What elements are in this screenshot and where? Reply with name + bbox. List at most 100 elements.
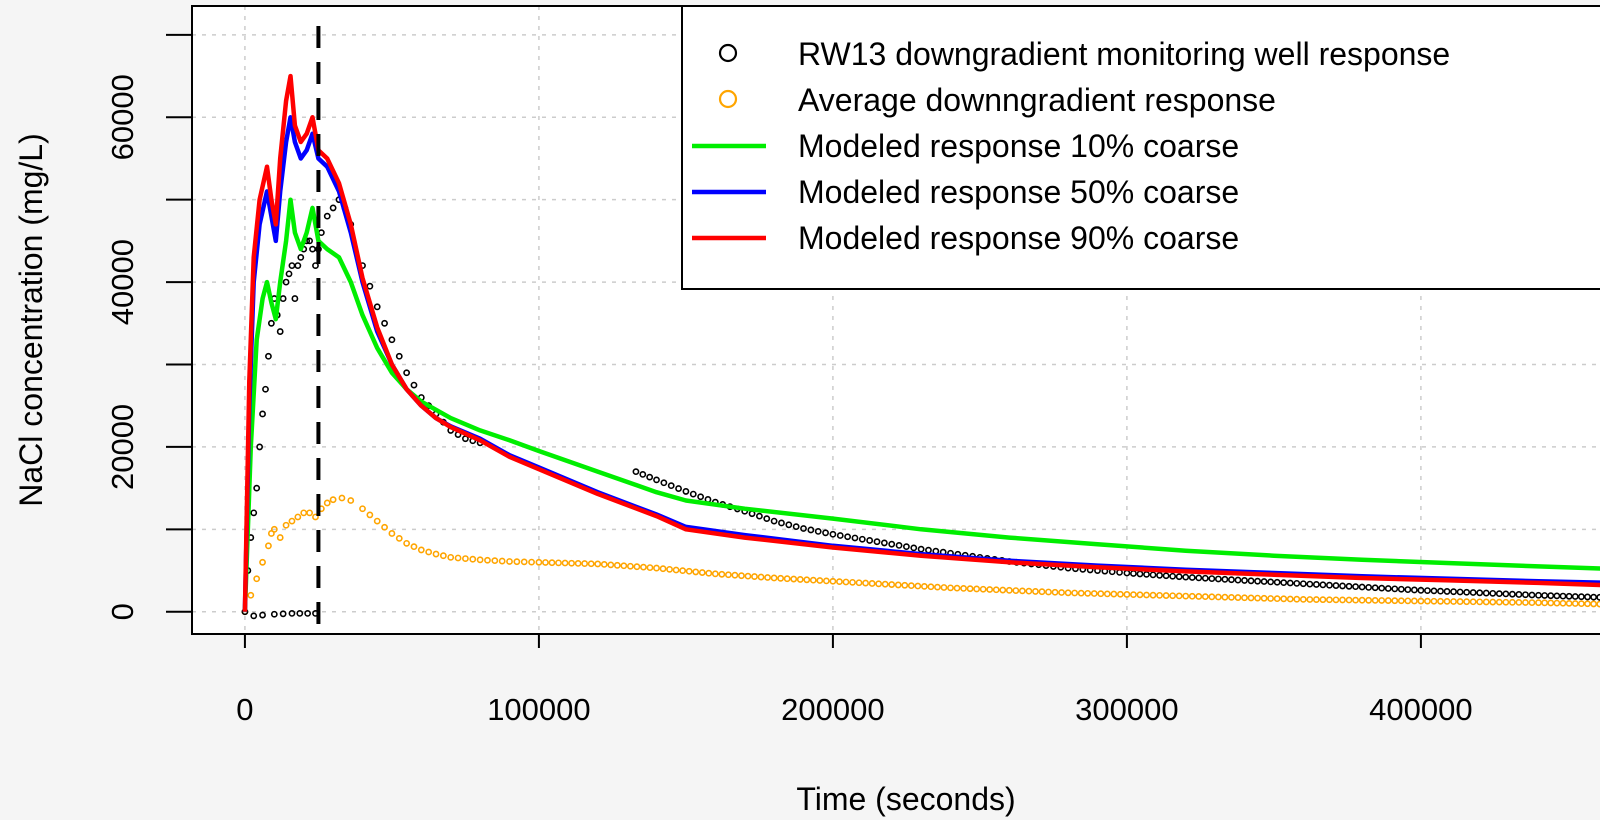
data-point	[1535, 599, 1542, 607]
data-point	[1456, 598, 1464, 605]
data-point	[1162, 592, 1170, 599]
data-point	[1476, 598, 1484, 606]
data-point	[934, 583, 941, 591]
data-point	[1143, 591, 1150, 599]
data-point	[279, 610, 287, 618]
data-point	[329, 204, 337, 212]
data-point	[1077, 589, 1085, 597]
data-point	[777, 574, 785, 582]
data-point	[381, 523, 388, 531]
data-point	[829, 530, 837, 538]
data-point	[973, 585, 981, 593]
data-point	[917, 545, 925, 553]
data-point	[646, 473, 654, 481]
data-point	[803, 576, 811, 584]
data-point	[1378, 584, 1386, 592]
data-point	[338, 494, 346, 502]
data-point	[1559, 599, 1567, 607]
data-point	[381, 319, 388, 327]
data-point	[1559, 592, 1567, 600]
data-point	[620, 562, 628, 570]
data-point	[851, 534, 859, 542]
data-point	[1241, 594, 1248, 602]
data-point	[432, 550, 440, 558]
data-point	[1571, 593, 1579, 600]
data-point	[410, 543, 418, 551]
data-point	[1293, 579, 1301, 587]
legend-label: Modeled response 50% coarse	[798, 174, 1239, 210]
data-point	[1130, 591, 1137, 599]
data-point	[1345, 582, 1353, 590]
data-point	[1397, 585, 1405, 593]
data-point	[667, 482, 675, 490]
data-point	[1352, 583, 1359, 591]
data-point	[323, 499, 331, 507]
x-tick-label: 300000	[1075, 692, 1178, 727]
data-point	[698, 569, 706, 576]
data-point	[613, 561, 621, 569]
data-point	[561, 559, 569, 567]
data-point	[1495, 598, 1503, 606]
data-point	[685, 567, 693, 575]
data-point	[1508, 598, 1516, 606]
legend-marker	[718, 89, 738, 109]
data-point	[259, 558, 266, 566]
data-point	[770, 517, 778, 525]
data-point	[1103, 590, 1111, 598]
data-point	[388, 530, 396, 537]
data-point	[1208, 593, 1216, 601]
data-point	[373, 303, 381, 311]
data-point	[1005, 586, 1013, 594]
data-point	[632, 468, 640, 476]
data-point	[1188, 574, 1196, 581]
data-point	[660, 479, 668, 487]
data-point	[1234, 576, 1242, 584]
data-point	[816, 577, 824, 584]
data-point	[1312, 581, 1320, 588]
legend: RW13 downgradient monitoring well respon…	[681, 5, 1600, 290]
data-point	[288, 609, 296, 617]
data-point	[757, 573, 765, 581]
data-point	[947, 584, 954, 592]
data-point	[626, 562, 634, 570]
data-point	[888, 540, 896, 548]
data-point	[1489, 589, 1497, 597]
data-point	[1254, 577, 1261, 585]
data-point	[1280, 579, 1288, 587]
data-point	[764, 574, 771, 581]
data-point	[1424, 597, 1431, 605]
data-point	[960, 584, 967, 592]
data-point	[697, 493, 705, 501]
data-point	[731, 571, 739, 579]
data-point	[306, 237, 313, 245]
data-point	[1267, 595, 1275, 602]
data-point	[1293, 595, 1301, 603]
data-point	[979, 585, 987, 593]
data-point	[1397, 597, 1405, 605]
data-point	[329, 496, 337, 504]
data-point	[1071, 589, 1079, 597]
data-point	[866, 537, 874, 544]
data-point	[285, 270, 293, 278]
data-point	[1254, 594, 1261, 602]
data-point	[1221, 593, 1229, 601]
data-point	[1208, 575, 1216, 582]
data-point	[763, 515, 771, 523]
data-point	[744, 572, 752, 580]
data-point	[1371, 584, 1379, 592]
data-point	[770, 574, 778, 582]
data-point	[849, 578, 856, 586]
data-point	[1391, 585, 1399, 593]
data-point	[469, 555, 477, 563]
data-point	[1319, 581, 1327, 589]
data-point	[1489, 598, 1497, 606]
data-point	[1299, 580, 1307, 588]
data-point	[600, 561, 608, 568]
series-layer	[241, 73, 1600, 620]
data-point	[491, 557, 499, 565]
data-point	[881, 580, 889, 588]
data-point	[259, 611, 266, 619]
data-point	[265, 352, 272, 360]
data-point	[783, 575, 791, 583]
legend-label: Modeled response 10% coarse	[798, 128, 1239, 164]
